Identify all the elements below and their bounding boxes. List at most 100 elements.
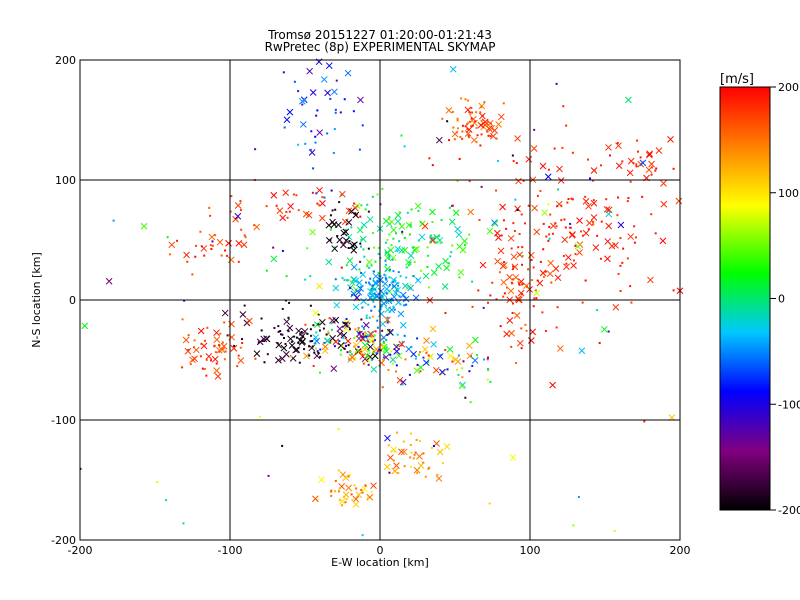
data-point-dot [596,234,599,237]
data-point-dot [386,316,389,319]
colorbar-tick-label: 200 [778,81,799,94]
data-point-dot [419,351,422,354]
data-point-dot [413,453,416,456]
data-point-x [342,321,349,328]
data-point-x [184,347,192,355]
data-point-dot [591,179,594,182]
x-axis-label: E-W location [km] [331,556,429,569]
data-point-dot [471,364,474,367]
data-point-dot [629,285,632,288]
data-point-dot [556,306,559,309]
data-point-dot [405,266,408,269]
data-point-dot [430,354,433,357]
data-point-x [660,200,668,208]
data-point-dot [385,292,388,295]
data-point-dot [422,452,425,455]
data-point-dot [533,128,536,131]
data-point-dot [398,211,401,214]
data-point-dot [429,234,432,237]
data-point-x [228,320,235,328]
data-point-dot [362,327,365,330]
data-point-dot [635,165,638,168]
data-point-x [384,254,391,262]
data-point-dot [541,311,544,314]
data-point-x [530,145,538,152]
data-point-dot [330,494,333,497]
data-point-dot [214,351,217,354]
data-point-dot [237,260,240,263]
data-point-dot [428,157,431,160]
data-point-dot [218,350,221,353]
data-point-dot [482,306,485,309]
data-point-dot [486,130,489,133]
data-point-dot [362,362,365,365]
data-point-x [413,367,421,375]
data-point-dot [378,274,381,277]
data-point-dot [412,457,415,460]
data-point-dot [304,323,307,326]
data-point-dot [282,337,285,340]
data-point-dot [356,349,359,352]
data-point-dot [489,380,492,383]
data-point-x [554,274,562,282]
data-point-dot [527,268,530,271]
data-point-dot [366,339,369,342]
data-point-dot [372,340,375,343]
data-point-x [340,229,348,237]
data-point-dot [398,295,401,298]
data-point-dot [358,337,361,340]
data-point-x [332,284,340,292]
data-point-x [386,328,394,336]
data-point-dot [205,374,208,377]
data-point-x [488,124,495,132]
data-point-dot [545,235,548,238]
data-point-x [377,287,385,295]
data-point-dot [348,328,351,331]
data-point-dot [467,136,470,139]
data-point-x [617,221,625,229]
data-point-dot [327,332,330,335]
data-point-dot [319,355,322,358]
data-point-dot [347,344,350,347]
data-point-x [659,237,667,245]
data-point-dot [300,330,303,333]
x-tick-label: 200 [670,544,691,557]
data-point-dot [408,373,411,376]
data-point-x [486,227,494,235]
data-point-dot [329,97,332,100]
data-point-dot [427,286,430,289]
data-point-dot [470,117,473,120]
data-point-x [383,285,391,293]
data-point-dot [480,133,483,136]
data-point-x [380,300,388,307]
data-point-x [298,97,306,105]
data-point-dot [209,214,212,217]
data-point-x [445,107,453,114]
data-point-dot [387,254,390,257]
data-point-dot [317,351,320,354]
data-point-dot [468,233,471,236]
data-point-dot [203,368,206,371]
data-point-x [423,337,430,344]
data-point-dot [406,211,409,214]
data-point-dot [367,210,370,213]
data-point-x [508,329,515,337]
data-point-dot [607,330,610,333]
data-point-x [362,321,370,329]
data-point-x [568,231,576,239]
data-point-dot [386,238,389,241]
data-point-dot [385,278,388,281]
data-point-dot [488,502,491,505]
data-point-dot [394,370,397,373]
data-point-x [402,295,410,303]
data-point-dot [489,122,492,125]
data-point-dot [330,322,333,325]
data-point-dot [397,472,400,475]
data-point-dot [456,180,459,183]
data-point-dot [672,167,675,170]
data-point-x [367,343,374,351]
data-point-dot [391,258,394,261]
colorbar [719,86,771,511]
data-point-dot [340,266,343,269]
data-point-dot [380,294,383,297]
